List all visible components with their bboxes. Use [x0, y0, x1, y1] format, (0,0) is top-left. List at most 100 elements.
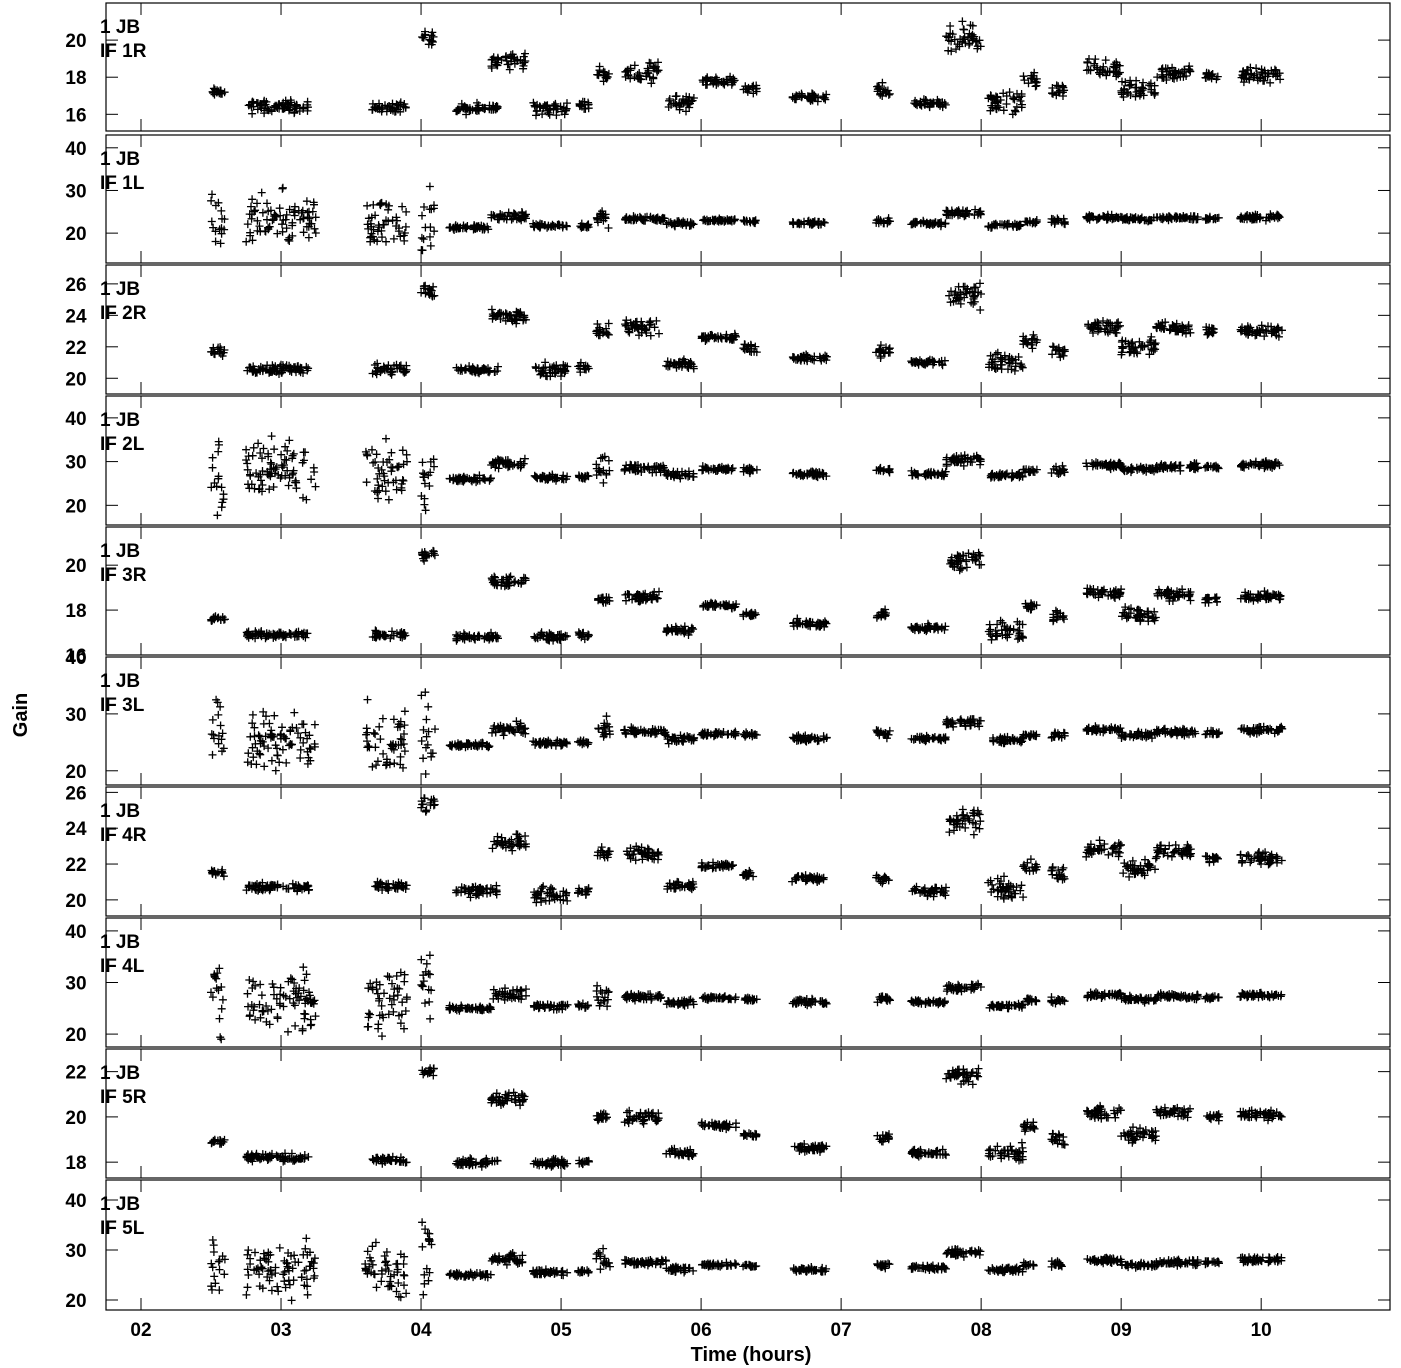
data-point: [487, 55, 496, 64]
data-point: [292, 102, 301, 111]
data-point: [521, 49, 529, 58]
y-tick-label: 40: [65, 139, 86, 160]
data-point: [822, 90, 831, 99]
panel-label-if: IF 1L: [100, 173, 145, 194]
data-point: [208, 750, 217, 759]
data-point: [419, 469, 427, 478]
data-point: [575, 99, 584, 108]
data-point: [369, 458, 378, 467]
data-point: [362, 478, 371, 487]
data-point: [645, 72, 654, 81]
data-point: [217, 206, 226, 215]
data-point: [396, 752, 405, 761]
data-point: [873, 612, 882, 620]
data-point: [278, 184, 287, 193]
data-point: [243, 758, 252, 767]
data-point: [282, 758, 291, 767]
data-point: [790, 93, 799, 102]
y-tick-label: 20: [65, 369, 86, 390]
data-point: [381, 101, 389, 110]
data-point: [635, 69, 644, 77]
data-point: [305, 744, 314, 753]
data-point: [390, 759, 399, 768]
data-point: [426, 241, 435, 250]
data-points: [207, 432, 1284, 520]
data-point: [876, 90, 885, 99]
data-point: [459, 103, 468, 112]
panel-label-station: 1 JB: [100, 541, 140, 562]
data-point: [624, 65, 632, 74]
data-point: [384, 205, 393, 214]
y-tick-label: 20: [65, 496, 86, 517]
data-point: [267, 756, 276, 765]
data-point: [420, 203, 428, 211]
data-point: [362, 730, 371, 739]
data-point: [396, 100, 404, 109]
data-point: [633, 74, 642, 83]
data-point: [921, 96, 930, 104]
y-tick-label: 20: [65, 556, 86, 577]
panel-label-if: IF 2L: [100, 434, 145, 455]
data-point: [487, 64, 496, 72]
data-point: [220, 88, 229, 97]
data-point: [545, 110, 554, 119]
data-point: [486, 475, 495, 483]
data-point: [910, 99, 919, 108]
data-point: [244, 480, 252, 489]
data-point: [532, 111, 540, 120]
data-point: [382, 107, 391, 116]
data-point: [986, 625, 995, 634]
data-point: [211, 237, 220, 246]
data-point: [1091, 55, 1100, 64]
data-point: [457, 99, 466, 108]
data-point: [699, 601, 708, 610]
data-point: [630, 73, 639, 81]
data-point: [299, 104, 308, 113]
data-point: [263, 215, 271, 224]
data-point: [873, 85, 882, 94]
data-point: [363, 451, 372, 460]
data-point: [244, 101, 253, 110]
data-point: [305, 207, 313, 216]
data-point: [296, 754, 305, 762]
data-point: [382, 434, 390, 443]
data-point: [216, 239, 225, 248]
data-point: [253, 105, 262, 114]
data-point: [278, 220, 286, 229]
data-point: [243, 459, 252, 468]
data-points: [207, 182, 1284, 255]
data-point: [976, 279, 984, 288]
y-tick-label: 40: [65, 409, 86, 430]
y-tick-label: 30: [65, 705, 86, 726]
data-point: [596, 454, 605, 463]
data-point: [463, 104, 472, 113]
data-point: [208, 453, 217, 462]
data-point: [682, 107, 690, 116]
data-point: [804, 94, 813, 103]
data-point: [976, 306, 985, 314]
y-tick-label: 18: [65, 601, 86, 622]
data-point: [646, 59, 655, 68]
data-point: [364, 742, 373, 751]
data-point: [374, 494, 382, 503]
data-point: [260, 762, 269, 771]
data-point: [744, 83, 753, 92]
data-point: [250, 732, 259, 741]
data-point: [454, 105, 463, 114]
data-point: [418, 458, 427, 467]
data-point: [501, 52, 510, 61]
data-point: [752, 465, 761, 474]
data-point: [962, 563, 971, 572]
data-point: [216, 721, 225, 730]
data-point: [363, 201, 372, 210]
data-point: [560, 110, 569, 119]
data-point: [714, 79, 723, 88]
data-point: [985, 620, 994, 629]
panel-label-if: IF 1R: [100, 41, 147, 62]
data-point: [402, 450, 411, 459]
data-point: [878, 78, 887, 87]
data-point: [425, 35, 434, 44]
data-point: [602, 712, 611, 721]
data-point: [369, 200, 378, 209]
